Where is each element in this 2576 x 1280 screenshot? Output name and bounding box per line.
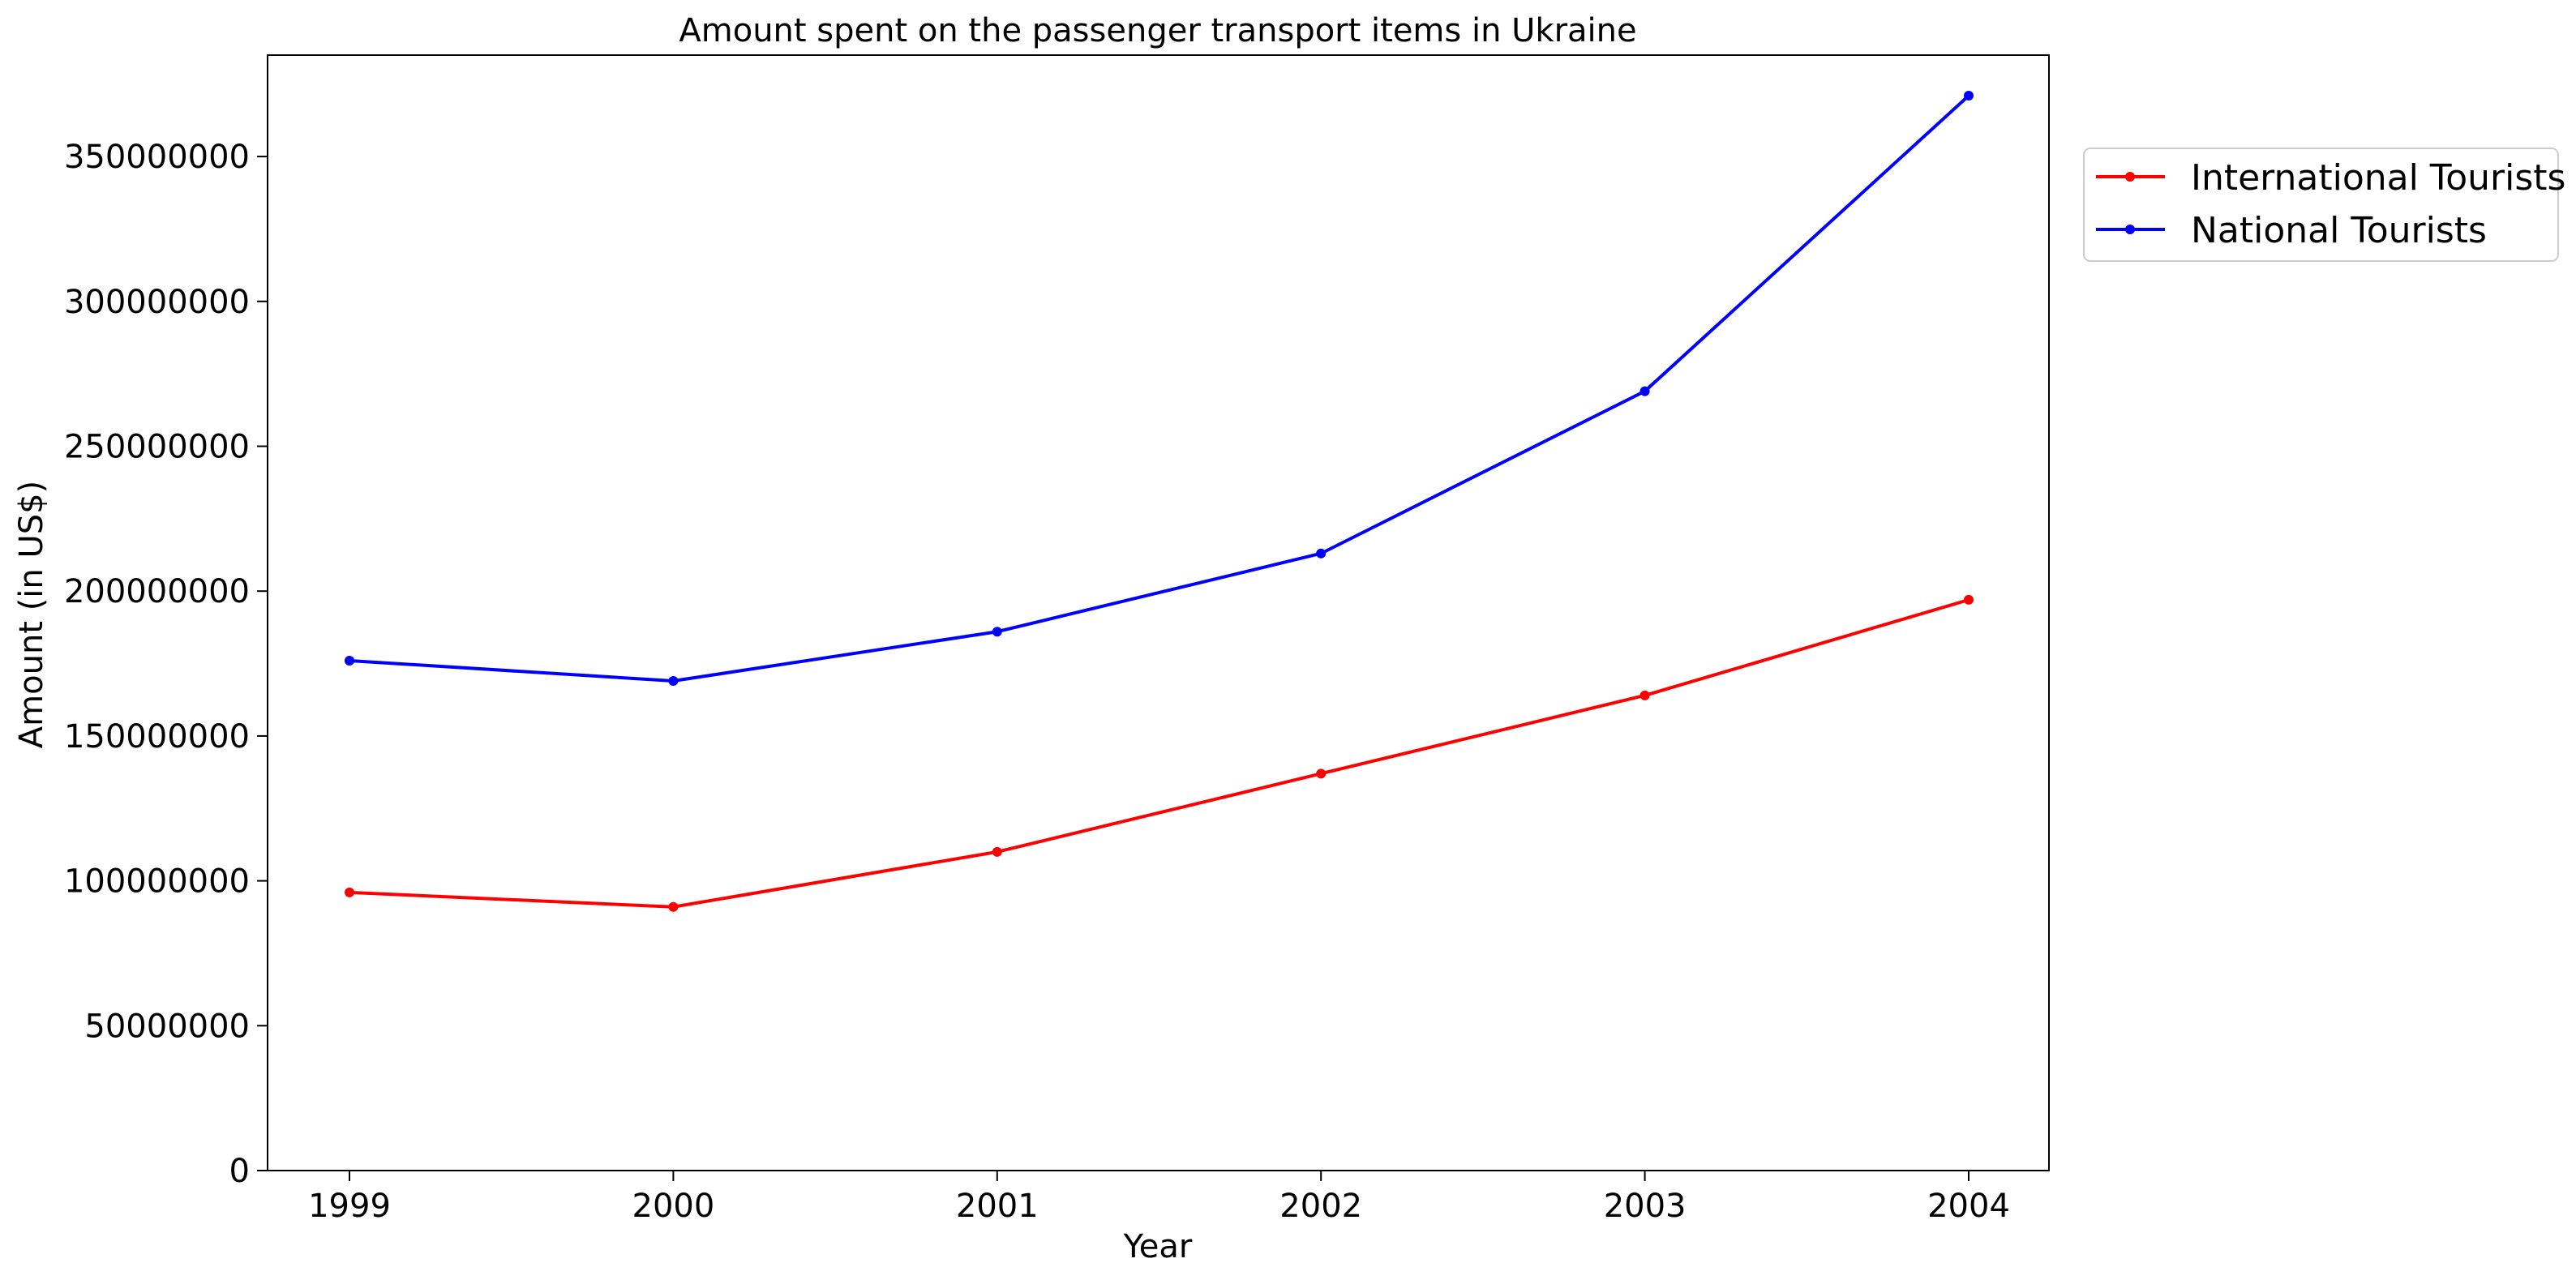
y-axis-title: Amount (in US$): [13, 481, 50, 748]
y-tick-label: 100000000: [64, 863, 250, 901]
y-tick-label: 250000000: [64, 428, 250, 465]
data-point: [345, 887, 354, 897]
x-tick-label: 2001: [956, 1188, 1039, 1225]
chart-title: Amount spent on the passenger transport …: [679, 12, 1636, 49]
legend-label: National Tourists: [2191, 210, 2487, 251]
series-line: [349, 94, 1970, 683]
data-point: [992, 846, 1002, 857]
data-point: [1964, 594, 1974, 605]
y-axis: 0 50000000 100000000 150000000 200000000 2500…: [64, 139, 268, 1190]
x-tick-label: 2004: [1927, 1188, 2010, 1225]
y-tick-label: 200000000: [64, 573, 250, 610]
plot-frame: [267, 54, 2050, 1171]
legend-label: International Tourists: [2191, 157, 2565, 199]
data-point: [1316, 548, 1327, 559]
legend-box: [2083, 148, 2559, 262]
series-international-tourists: [345, 594, 1974, 912]
y-tick-label: 150000000: [64, 718, 250, 756]
legend-marker: [2125, 225, 2135, 234]
data-point: [1316, 768, 1327, 779]
y-tick-label: 300000000: [64, 284, 250, 321]
data-point: [1639, 386, 1650, 396]
data-point: [1639, 690, 1650, 700]
x-tick-label: 2002: [1279, 1188, 1362, 1225]
data-point: [1964, 91, 1974, 101]
data-point: [668, 901, 679, 912]
x-axis-title: Year: [1123, 1228, 1193, 1265]
series-national-tourists: [345, 91, 1974, 686]
data-point: [992, 627, 1002, 637]
legend-marker: [2125, 172, 2135, 182]
x-tick-label: 2003: [1604, 1188, 1687, 1225]
x-tick-label: 1999: [308, 1188, 391, 1225]
x-axis: 1999 2000 2001 2002 2003 2004: [308, 1171, 2010, 1225]
series-line: [349, 597, 1970, 909]
legend-item: National Tourists: [2096, 210, 2487, 251]
legend: International Tourists National Tourists: [2083, 148, 2565, 262]
data-point: [668, 675, 679, 686]
plot-area: [345, 91, 1974, 912]
x-tick-label: 2000: [632, 1188, 715, 1225]
legend-item: International Tourists: [2096, 157, 2565, 199]
data-point: [345, 655, 354, 666]
y-tick-label: 0: [229, 1153, 250, 1190]
y-tick-label: 350000000: [64, 139, 250, 176]
y-tick-label: 50000000: [84, 1008, 250, 1045]
